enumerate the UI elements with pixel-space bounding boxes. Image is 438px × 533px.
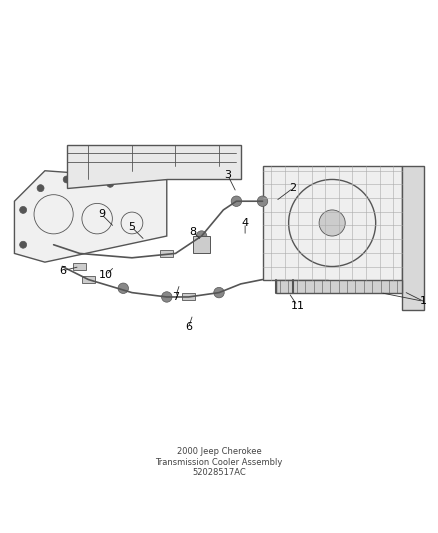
Text: 3: 3 — [224, 170, 231, 180]
Circle shape — [20, 241, 27, 248]
Text: 11: 11 — [290, 301, 304, 311]
Polygon shape — [193, 236, 210, 254]
Polygon shape — [14, 171, 167, 262]
Bar — [160, 250, 173, 257]
Polygon shape — [276, 279, 402, 293]
Bar — [73, 263, 86, 270]
Polygon shape — [262, 166, 402, 288]
Circle shape — [63, 176, 70, 183]
Circle shape — [20, 206, 27, 213]
Circle shape — [162, 292, 172, 302]
Text: 2000 Jeep Cherokee
Transmission Cooler Assembly
52028517AC: 2000 Jeep Cherokee Transmission Cooler A… — [155, 447, 283, 477]
Circle shape — [196, 231, 207, 241]
Bar — [82, 276, 95, 283]
Bar — [182, 294, 195, 301]
Text: 4: 4 — [241, 218, 249, 228]
Text: 10: 10 — [99, 270, 113, 280]
Polygon shape — [67, 144, 241, 188]
Text: 6: 6 — [185, 322, 192, 333]
Circle shape — [257, 196, 268, 206]
Circle shape — [37, 184, 44, 192]
Text: 8: 8 — [189, 227, 197, 237]
Circle shape — [107, 180, 114, 187]
Circle shape — [319, 210, 345, 236]
Circle shape — [214, 287, 224, 298]
Text: 7: 7 — [172, 292, 179, 302]
Text: 1: 1 — [420, 296, 427, 306]
Polygon shape — [402, 166, 424, 310]
Text: 6: 6 — [59, 266, 66, 276]
Text: 9: 9 — [98, 209, 105, 219]
Text: 2: 2 — [290, 183, 297, 193]
Circle shape — [231, 196, 242, 206]
Text: 5: 5 — [128, 222, 135, 232]
Circle shape — [118, 283, 128, 294]
